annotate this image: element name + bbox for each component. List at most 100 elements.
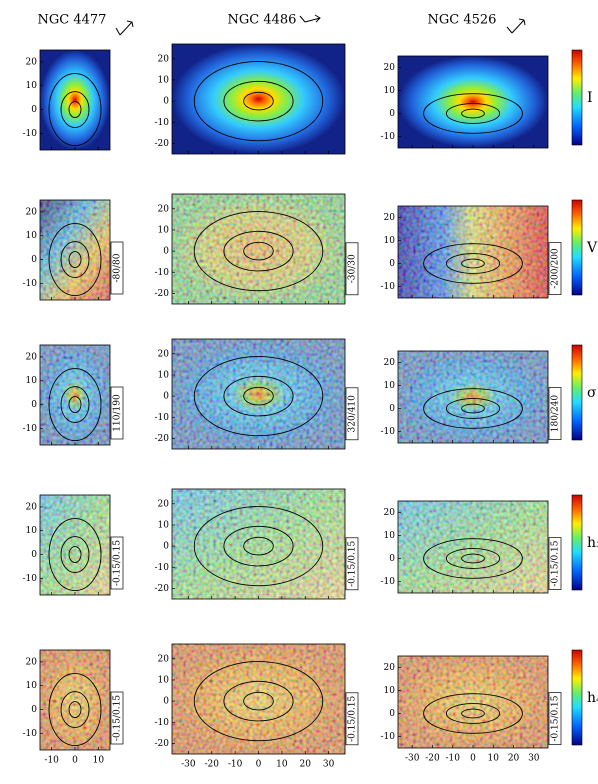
range-box [110,536,124,590]
contour [423,388,523,429]
y-tick-label: 20 [384,663,396,673]
range-label: -0.15/0.15 [113,695,123,741]
y-tick-label: 0 [389,554,395,564]
map-noise [40,495,110,595]
x-tick-label: 30 [528,754,540,764]
y-tick-label: 10 [384,531,396,541]
range-label: -0.15/0.15 [113,540,123,586]
y-tick-label: -10 [23,279,38,289]
contour [193,211,324,292]
x-tick-label: 20 [300,760,312,770]
contour [68,701,82,718]
contour [461,258,485,269]
range-box [345,537,359,591]
y-tick-label: -10 [155,118,170,128]
range-box [548,692,562,745]
y-tick-label: -10 [381,732,396,742]
contour [60,91,90,128]
y-tick-label: 0 [31,705,37,715]
contour [48,518,102,591]
contour [193,356,324,437]
y-tick-label: -20 [155,139,170,149]
y-tick-label: -10 [23,424,38,434]
contour [423,93,523,134]
y-tick-label: -10 [23,729,38,739]
range-box [110,691,124,745]
arrows [115,14,526,36]
y-tick-label: 10 [384,236,396,246]
range-label: 320/410 [348,395,358,433]
contour [243,536,274,556]
contour [193,661,324,742]
y-tick-label: -20 [155,434,170,444]
colorbar [571,49,583,146]
row-label: I [587,90,593,106]
row-label: σ [587,385,597,401]
x-tick-label: -10 [228,760,243,770]
y-tick-label: 20 [158,204,170,214]
map-noise [398,206,548,298]
contour [243,386,274,406]
y-tick-label: -10 [155,413,170,423]
contour [223,680,294,722]
x-tick-label: 10 [488,754,500,764]
contour [48,368,102,441]
x-tick-label: -10 [445,754,460,764]
y-tick-label: 10 [384,686,396,696]
y-tick-label: 20 [158,499,170,509]
y-tick-label: 0 [31,105,37,115]
x-tick-label: 0 [72,756,78,766]
contour [48,73,102,146]
y-tick-label: -10 [381,427,396,437]
contour [48,673,102,746]
y-tick-label: -10 [381,577,396,587]
y-tick-label: 0 [389,259,395,269]
contour [445,398,501,419]
map-noise [40,650,110,750]
y-tick-label: 0 [163,97,169,107]
y-tick-label: 10 [26,81,38,91]
y-tick-label: 20 [384,358,396,368]
y-tick-label: 20 [26,657,38,667]
map-noise [172,339,345,449]
contour [423,538,523,579]
y-tick-label: 20 [26,207,38,217]
column-title: NGC 4526 [428,13,497,28]
y-tick-label: 20 [26,502,38,512]
row-label: h₄ [587,690,598,706]
x-tick-label: 0 [470,754,476,764]
contour [223,525,294,567]
contour [223,230,294,272]
y-tick-label: 0 [163,697,169,707]
y-tick-label: -10 [381,132,396,142]
map-noise [398,656,548,748]
map [172,44,345,154]
contour [60,536,90,573]
contour [193,506,324,587]
contour [461,108,485,119]
x-tick-label: -30 [405,754,420,764]
y-tick-label: 0 [389,709,395,719]
y-tick-label: -20 [155,289,170,299]
contour [223,80,294,122]
x-tick-label: -20 [425,754,440,764]
y-tick-label: 20 [158,54,170,64]
map-noise [40,200,110,300]
range-label: 110/190 [113,394,123,432]
y-tick-label: 0 [163,247,169,257]
range-label: -80/80 [113,253,123,282]
row-label: V [586,240,598,256]
y-tick-label: 20 [158,349,170,359]
colorbar [571,494,583,591]
y-tick-label: 10 [158,75,170,85]
column-title: NGC 4486 [228,13,297,28]
y-tick-label: -10 [155,718,170,728]
range-box [548,242,562,295]
y-tick-label: 10 [26,376,38,386]
contour [445,703,501,724]
y-tick-label: 10 [158,225,170,235]
map-noise [172,644,345,754]
colorbar [571,649,583,746]
range-label: -200/200 [551,248,561,289]
range-box [345,387,359,441]
